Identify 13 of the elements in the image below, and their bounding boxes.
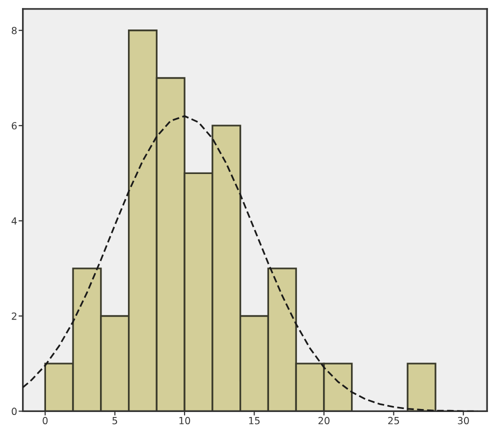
y-tick-label: 2 (12, 312, 16, 320)
y-tick-label: 8 (12, 26, 17, 34)
x-tick-label: 10 (179, 416, 190, 424)
x-tick-label: 20 (318, 416, 330, 424)
x-tick-label: 30 (458, 416, 469, 424)
line-series (22, 115, 478, 412)
y-tick-label: 6 (12, 122, 17, 130)
y-tick-label: 0 (12, 408, 17, 416)
x-tick-label: 0 (42, 416, 48, 424)
y-tick-label: 4 (12, 217, 17, 224)
x-tick-label: 5 (112, 417, 118, 424)
x-tick-label: 15 (249, 417, 260, 424)
x-tick-label: 25 (388, 416, 399, 424)
